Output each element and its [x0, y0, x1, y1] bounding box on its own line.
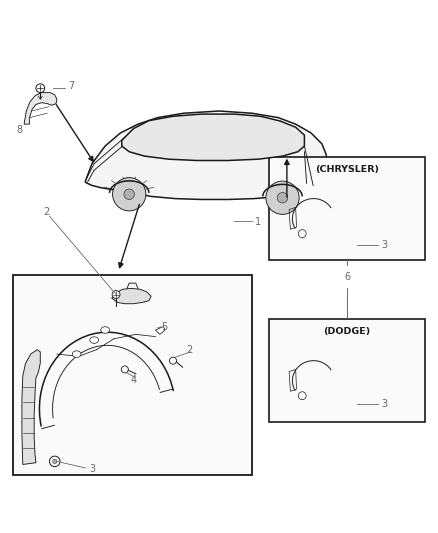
- Ellipse shape: [101, 327, 110, 333]
- Text: 3: 3: [90, 464, 96, 474]
- Text: 2: 2: [43, 207, 49, 217]
- Text: 8: 8: [17, 125, 23, 135]
- Circle shape: [121, 366, 128, 373]
- Polygon shape: [22, 350, 40, 464]
- Polygon shape: [122, 114, 304, 160]
- Text: (CHRYSLER): (CHRYSLER): [315, 165, 379, 174]
- Polygon shape: [112, 288, 151, 304]
- Ellipse shape: [72, 351, 81, 358]
- Circle shape: [49, 456, 60, 467]
- Text: 6: 6: [344, 272, 350, 281]
- Circle shape: [36, 84, 45, 93]
- Text: (DODGE): (DODGE): [324, 327, 371, 336]
- Polygon shape: [155, 327, 165, 334]
- Text: 7: 7: [68, 81, 74, 91]
- Circle shape: [298, 392, 306, 400]
- Ellipse shape: [90, 337, 99, 343]
- Text: 3: 3: [381, 399, 387, 409]
- Text: 1: 1: [255, 217, 261, 227]
- Circle shape: [266, 181, 299, 214]
- Bar: [269, 157, 425, 260]
- Circle shape: [113, 177, 146, 211]
- Circle shape: [277, 192, 288, 203]
- Polygon shape: [24, 93, 57, 124]
- Circle shape: [53, 459, 57, 464]
- Bar: [269, 319, 425, 422]
- Circle shape: [112, 290, 120, 298]
- Text: 3: 3: [381, 240, 387, 251]
- Circle shape: [170, 357, 177, 364]
- Circle shape: [298, 230, 306, 238]
- Circle shape: [124, 189, 134, 199]
- Text: 2: 2: [186, 345, 192, 355]
- Bar: [13, 275, 252, 474]
- Polygon shape: [85, 111, 326, 199]
- Text: 4: 4: [131, 375, 137, 384]
- Text: 5: 5: [161, 322, 167, 332]
